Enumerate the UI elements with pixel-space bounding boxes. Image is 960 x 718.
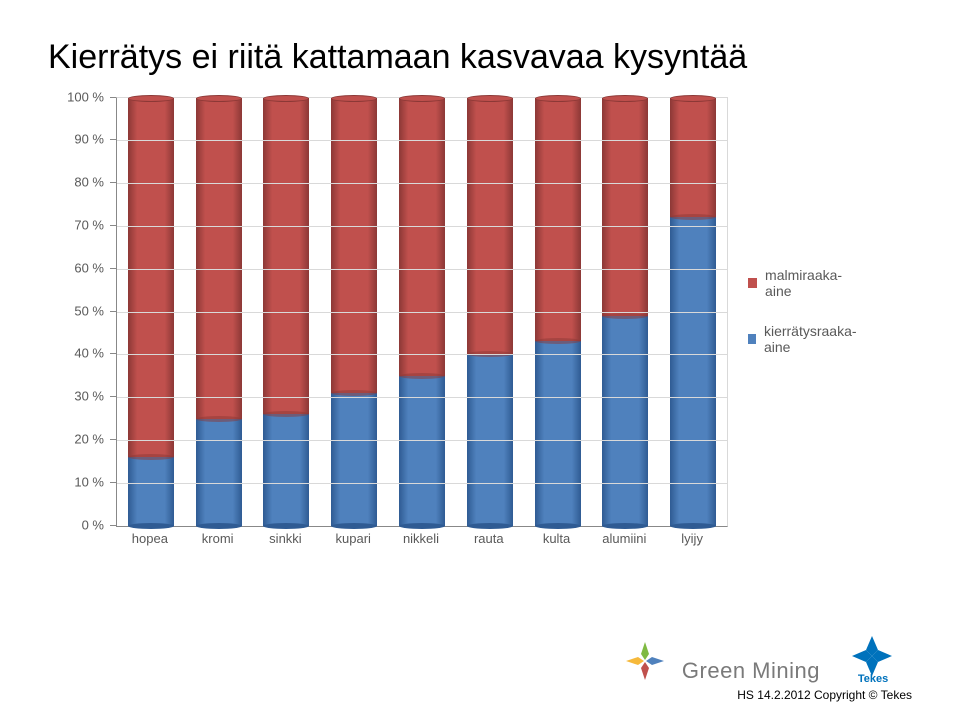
x-tick-label: lyijy	[681, 531, 703, 546]
y-tick-label: 10 %	[74, 474, 104, 489]
legend-item-malmi: malmiraaka-aine	[748, 267, 859, 299]
x-tick-label: alumiini	[602, 531, 646, 546]
chart: 0 %10 %20 %30 %40 %50 %60 %70 %80 %90 %1…	[48, 97, 858, 555]
y-tick-label: 30 %	[74, 389, 104, 404]
y-tick-label: 80 %	[74, 175, 104, 190]
x-tick-label: kromi	[202, 531, 234, 546]
x-tick-label: kupari	[336, 531, 371, 546]
footer: Green Mining Tekes HS 14.2.2012 Copyrigh…	[622, 632, 912, 702]
y-tick-label: 40 %	[74, 346, 104, 361]
page-title: Kierrätys ei riitä kattamaan kasvavaa ky…	[48, 36, 912, 79]
x-tick-label: kulta	[543, 531, 570, 546]
y-tick-label: 60 %	[74, 260, 104, 275]
green-mining-label: Green Mining	[682, 658, 820, 684]
legend-label-kierratys: kierrätysraaka-aine	[764, 323, 859, 355]
x-tick-label: nikkeli	[403, 531, 439, 546]
legend-label-malmi: malmiraaka-aine	[765, 267, 859, 299]
copyright-text: HS 14.2.2012 Copyright © Tekes	[622, 688, 912, 702]
y-tick-label: 50 %	[74, 303, 104, 318]
slide: Kierrätys ei riitä kattamaan kasvavaa ky…	[0, 0, 960, 718]
legend-swatch-malmi	[748, 278, 757, 288]
y-tick-label: 90 %	[74, 132, 104, 147]
legend: malmiraaka-aine kierrätysraaka-aine	[748, 267, 859, 379]
x-tick-label: sinkki	[269, 531, 302, 546]
y-tick-label: 70 %	[74, 217, 104, 232]
x-axis-labels: hopea kromi sinkki kupari nikkeli rauta kulta a…	[116, 531, 726, 551]
y-tick-label: 0 %	[82, 517, 104, 532]
green-mining-logo-icon	[622, 638, 668, 684]
legend-swatch-kierratys	[748, 334, 756, 344]
tekes-logo-icon: Tekes	[834, 632, 912, 684]
x-tick-label: rauta	[474, 531, 504, 546]
svg-text:Tekes: Tekes	[858, 673, 888, 684]
brand-row: Green Mining Tekes	[622, 632, 912, 684]
plot-area	[116, 97, 728, 527]
y-axis-labels: 0 %10 %20 %30 %40 %50 %60 %70 %80 %90 %1…	[48, 97, 110, 525]
x-tick-label: hopea	[132, 531, 168, 546]
legend-item-kierratys: kierrätysraaka-aine	[748, 323, 859, 355]
y-tick-label: 100 %	[67, 89, 104, 104]
y-tick-label: 20 %	[74, 431, 104, 446]
